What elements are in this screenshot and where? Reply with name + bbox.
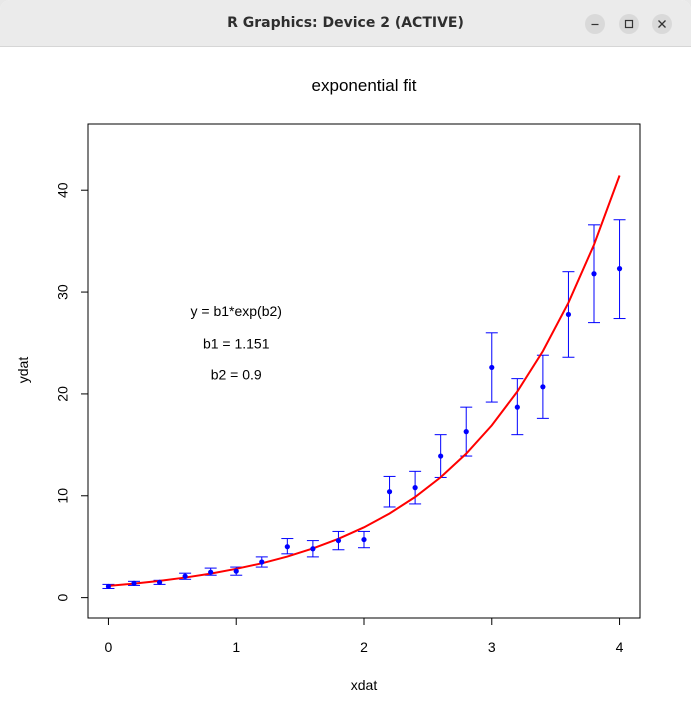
x-tick-label: 1: [232, 639, 240, 655]
data-point: [182, 573, 188, 579]
fit-annotations: y = b1*exp(b2) b1 = 1.151 b2 = 0.9: [190, 303, 281, 382]
data-point: [540, 384, 546, 390]
data-point: [361, 536, 367, 543]
y-tick-label: 20: [55, 386, 71, 402]
close-button[interactable]: [652, 14, 672, 34]
data-point: [514, 404, 520, 410]
annotation-text: b1 = 1.151: [203, 336, 270, 352]
data-points: [105, 266, 623, 590]
fit-line: [108, 175, 621, 587]
x-tick-label: 0: [105, 639, 113, 655]
data-point: [591, 271, 597, 277]
data-point: [233, 568, 239, 574]
error-bars: [102, 219, 626, 589]
data-point: [156, 579, 163, 585]
y-tick-label: 30: [55, 284, 71, 300]
annotation-text: b2 = 0.9: [211, 366, 262, 382]
x-tick-label: 2: [360, 639, 368, 655]
fit-curve: [108, 175, 621, 587]
maximize-button[interactable]: [619, 14, 639, 34]
x-axis: 0 1 2 3 4: [105, 617, 624, 655]
data-point: [310, 546, 316, 552]
x-tick-label: 3: [488, 639, 496, 655]
data-point: [284, 544, 290, 550]
data-point: [438, 453, 444, 459]
data-point: [259, 559, 265, 565]
maximize-icon: [624, 19, 634, 29]
data-point: [565, 311, 572, 318]
data-point: [386, 489, 393, 495]
data-point: [489, 364, 495, 371]
close-icon: [658, 20, 666, 28]
data-point: [208, 569, 214, 575]
data-point: [463, 429, 469, 435]
exponential-fit-plot: exponential fit xdat ydat 0 1 2 3 4 0 10 20 30 4…: [15, 76, 641, 693]
y-tick-label: 0: [55, 594, 71, 602]
x-tick-label: 4: [616, 639, 624, 655]
annotation-text: y = b1*exp(b2): [190, 303, 281, 319]
data-point: [412, 485, 418, 491]
window-title: R Graphics: Device 2 (ACTIVE): [227, 15, 464, 31]
title-bar[interactable]: R Graphics: Device 2 (ACTIVE): [0, 0, 691, 47]
x-axis-label: xdat: [351, 677, 378, 693]
y-tick-label: 10: [55, 488, 71, 504]
y-axis: 0 10 20 30 40: [55, 182, 89, 602]
y-axis-label: ydat: [15, 357, 31, 384]
y-tick-label: 40: [55, 182, 71, 198]
minimize-icon: [591, 23, 599, 26]
data-point: [335, 537, 342, 544]
data-point: [105, 583, 112, 590]
minimize-button[interactable]: [585, 14, 605, 34]
chart-title: exponential fit: [312, 76, 417, 95]
data-point: [131, 580, 137, 586]
data-point: [616, 266, 623, 272]
